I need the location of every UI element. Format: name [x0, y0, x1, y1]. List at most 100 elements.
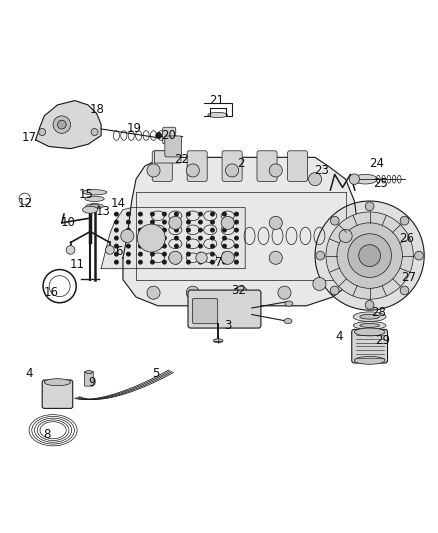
Text: 19: 19: [126, 123, 141, 135]
FancyBboxPatch shape: [288, 151, 307, 181]
Circle shape: [223, 212, 226, 216]
Text: 9: 9: [88, 376, 96, 389]
Text: 12: 12: [17, 197, 32, 209]
Circle shape: [115, 212, 118, 216]
Circle shape: [139, 212, 142, 216]
Circle shape: [235, 212, 238, 216]
Text: 20: 20: [161, 129, 176, 142]
Circle shape: [162, 236, 166, 240]
Circle shape: [121, 229, 134, 243]
Text: 17: 17: [21, 131, 37, 144]
Circle shape: [169, 251, 182, 264]
Circle shape: [151, 236, 154, 240]
Circle shape: [234, 286, 247, 299]
Ellipse shape: [353, 174, 377, 184]
Text: 23: 23: [314, 164, 329, 177]
Circle shape: [169, 216, 182, 229]
Circle shape: [278, 286, 291, 299]
Circle shape: [339, 229, 352, 243]
Text: 32: 32: [231, 284, 246, 297]
FancyBboxPatch shape: [257, 151, 277, 181]
Circle shape: [151, 212, 154, 216]
Text: 11: 11: [70, 258, 85, 271]
Circle shape: [151, 228, 154, 232]
Circle shape: [365, 301, 374, 309]
Text: 13: 13: [96, 205, 111, 219]
Circle shape: [235, 261, 238, 264]
FancyBboxPatch shape: [192, 298, 218, 324]
Circle shape: [330, 286, 339, 295]
Circle shape: [186, 286, 199, 299]
Circle shape: [187, 236, 190, 240]
Circle shape: [269, 216, 283, 229]
FancyBboxPatch shape: [154, 151, 181, 163]
Polygon shape: [123, 157, 359, 306]
Circle shape: [269, 164, 283, 177]
Text: 28: 28: [371, 306, 386, 319]
Ellipse shape: [44, 379, 71, 386]
Circle shape: [162, 253, 166, 256]
Text: 15: 15: [78, 188, 93, 201]
Circle shape: [139, 261, 142, 264]
Circle shape: [115, 261, 118, 264]
Circle shape: [57, 120, 66, 129]
Circle shape: [337, 223, 403, 288]
Text: 6: 6: [115, 245, 122, 258]
Circle shape: [235, 244, 238, 248]
Circle shape: [138, 224, 165, 252]
Circle shape: [127, 253, 130, 256]
Circle shape: [199, 212, 202, 216]
Circle shape: [127, 220, 130, 224]
Circle shape: [226, 164, 239, 177]
Circle shape: [235, 228, 238, 232]
Polygon shape: [101, 207, 245, 269]
Circle shape: [196, 252, 207, 263]
Circle shape: [139, 244, 142, 248]
Text: 4: 4: [25, 367, 33, 380]
Circle shape: [330, 216, 339, 225]
Circle shape: [151, 253, 154, 256]
Ellipse shape: [213, 339, 223, 343]
Circle shape: [147, 286, 160, 299]
Circle shape: [223, 236, 226, 240]
Circle shape: [151, 244, 154, 248]
FancyBboxPatch shape: [222, 151, 242, 181]
Circle shape: [115, 228, 118, 232]
Circle shape: [139, 228, 142, 232]
Circle shape: [223, 220, 226, 224]
Circle shape: [221, 251, 234, 264]
Circle shape: [316, 251, 325, 260]
Circle shape: [211, 261, 214, 264]
Circle shape: [223, 244, 226, 248]
Circle shape: [162, 261, 166, 264]
Circle shape: [162, 220, 166, 224]
Circle shape: [211, 212, 214, 216]
Circle shape: [348, 234, 392, 277]
Text: 18: 18: [89, 103, 104, 116]
Text: 14: 14: [111, 197, 126, 209]
Circle shape: [235, 253, 238, 256]
Circle shape: [223, 261, 226, 264]
Circle shape: [235, 236, 238, 240]
Circle shape: [127, 228, 130, 232]
Circle shape: [187, 244, 190, 248]
Circle shape: [139, 220, 142, 224]
Text: 7: 7: [215, 256, 223, 269]
Circle shape: [115, 220, 118, 224]
Circle shape: [175, 236, 178, 240]
FancyBboxPatch shape: [187, 151, 207, 181]
Text: 25: 25: [373, 177, 388, 190]
Circle shape: [187, 228, 190, 232]
Circle shape: [235, 220, 238, 224]
Circle shape: [115, 253, 118, 256]
Circle shape: [127, 236, 130, 240]
Text: 8: 8: [43, 428, 50, 441]
Circle shape: [187, 212, 190, 216]
Circle shape: [151, 220, 154, 224]
Ellipse shape: [208, 112, 227, 118]
Ellipse shape: [353, 312, 386, 321]
Circle shape: [175, 244, 178, 248]
Circle shape: [269, 251, 283, 264]
Circle shape: [223, 228, 226, 232]
Circle shape: [313, 277, 326, 290]
